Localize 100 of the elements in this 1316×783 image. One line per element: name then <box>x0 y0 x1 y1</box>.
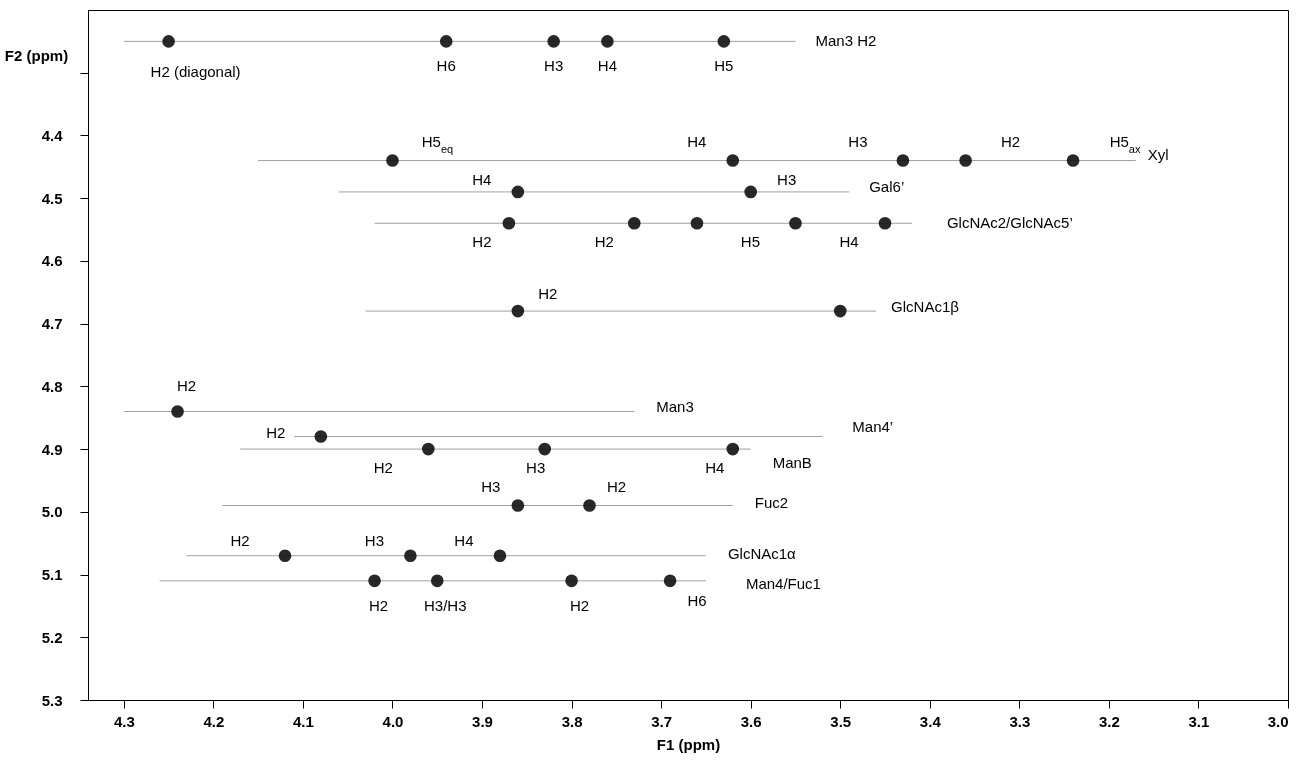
annotation: H3/H3 <box>423 596 467 614</box>
point <box>368 574 381 588</box>
point <box>404 549 417 563</box>
annotation: H2 <box>230 531 250 549</box>
y-tick-label: 5.0 <box>41 503 63 521</box>
annotation: H4 <box>597 57 617 75</box>
y-tick-label: 4.4 <box>41 126 64 144</box>
point <box>493 549 507 563</box>
point <box>601 35 614 48</box>
y-tick-label: 4.5 <box>41 189 63 207</box>
annotation: H2 <box>1001 132 1021 150</box>
x-tick-label: 4.3 <box>113 712 135 730</box>
point <box>663 574 677 588</box>
annotation: H4 <box>472 170 492 188</box>
point <box>717 35 731 48</box>
x-tick-label: 3.4 <box>919 712 942 730</box>
annotation: H5$_{ax}$ <box>1109 132 1141 155</box>
annotation: Fuc2 <box>754 493 789 511</box>
point <box>789 216 802 230</box>
annotation: ManB <box>772 454 812 472</box>
point <box>690 216 704 230</box>
annotation: H4 <box>687 132 707 150</box>
x-tick-label: 3.6 <box>740 712 762 730</box>
point <box>386 154 399 167</box>
point <box>502 216 516 230</box>
annotation: H4 <box>839 233 859 251</box>
annotation: H6 <box>436 57 456 75</box>
point <box>583 499 596 512</box>
x-tick-label: 3.7 <box>651 712 673 730</box>
annotation: Man4/Fuc1 <box>745 574 821 592</box>
x-tick-label: 3.2 <box>1098 712 1120 730</box>
x-tick-label: 3.8 <box>561 712 583 730</box>
point <box>439 35 453 48</box>
x-tick-label: 3.0 <box>1267 712 1289 730</box>
annotation: H2 <box>176 377 197 395</box>
annotation: Xyl <box>1147 145 1169 163</box>
annotation: GlcNAc2/GlcNAc5’ <box>946 214 1073 232</box>
annotation: Gal6’ <box>869 177 905 195</box>
y-tick-label: 5.2 <box>41 628 63 646</box>
annotation: H2 (diagonal) <box>150 63 241 81</box>
annotation: H2 <box>472 233 492 251</box>
annotation: H3 <box>777 170 797 188</box>
annotation: H3 <box>526 459 546 477</box>
y-tick-label: 4.9 <box>41 440 63 458</box>
annotation: H3 <box>848 132 868 150</box>
point <box>278 549 292 563</box>
point <box>1066 154 1080 167</box>
annotation: H3 <box>364 531 384 549</box>
point <box>511 499 525 512</box>
point <box>878 216 892 230</box>
annotation: H6 <box>687 591 707 609</box>
annotation: H5$_{eq}$ <box>421 132 454 155</box>
annotation: H3 <box>544 57 564 75</box>
point <box>896 154 910 167</box>
annotation: GlcNAc1α <box>727 544 797 562</box>
point <box>511 304 525 318</box>
x-tick-label: 3.9 <box>472 712 493 730</box>
annotation: H2 <box>266 423 286 441</box>
annotation: H2 <box>368 596 389 614</box>
y-tick-label: 5.3 <box>41 691 63 709</box>
y-tick-label: 4.7 <box>41 315 63 333</box>
point <box>421 442 435 456</box>
annotation: H4 <box>454 531 474 549</box>
x-tick-label: 3.1 <box>1188 712 1210 730</box>
x-tick-label: 3.3 <box>1009 712 1031 730</box>
annotation: H2 <box>373 459 393 477</box>
annotation: Man4’ <box>852 417 894 435</box>
point <box>314 430 328 443</box>
x-tick-label: 3.5 <box>830 712 852 730</box>
y-tick-label: 4.6 <box>41 252 63 270</box>
point <box>726 154 740 167</box>
annotation: H2 <box>569 596 590 614</box>
point <box>744 185 758 199</box>
point <box>430 574 444 588</box>
x-tick-label: 4.2 <box>203 712 225 730</box>
annotation: Man3 H2 <box>815 32 877 50</box>
y-tick-label: 4.8 <box>41 377 63 395</box>
point <box>726 442 740 456</box>
annotation: H2 <box>538 285 558 303</box>
x-axis-title: F1 (ppm) <box>656 735 721 753</box>
point <box>565 574 578 588</box>
annotation: H4 <box>705 459 725 477</box>
annotation: H2 <box>606 477 627 495</box>
point <box>538 442 552 456</box>
point <box>162 35 175 48</box>
annotation: H2 <box>594 233 614 251</box>
annotation: H3 <box>481 477 501 495</box>
annotation: H5 <box>714 57 734 75</box>
annotation: GlcNAc1β <box>891 298 960 316</box>
point <box>959 154 972 167</box>
annotation: Man3 <box>656 398 694 416</box>
point <box>511 185 525 199</box>
x-tick-label: 4.1 <box>293 712 314 730</box>
y-axis-title: F2 (ppm) <box>4 46 69 64</box>
annotation: H5 <box>740 233 761 251</box>
point <box>547 35 560 48</box>
point <box>833 304 847 318</box>
x-tick-label: 4.0 <box>382 712 404 730</box>
point <box>171 405 184 418</box>
point <box>627 216 641 230</box>
